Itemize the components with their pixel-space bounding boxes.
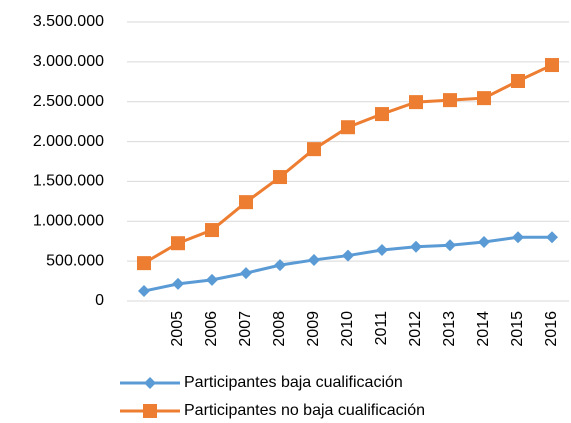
y-tick-label: 2.000.000: [33, 133, 104, 150]
y-tick-label: 500.000: [46, 252, 104, 269]
point-marker: [341, 120, 355, 135]
legend-label: Participantes baja cualificación: [184, 374, 403, 391]
point-marker: [239, 195, 253, 210]
point-marker: [273, 170, 287, 185]
point-marker: [512, 231, 524, 244]
point-marker: [342, 249, 354, 262]
legend-marker: [143, 404, 157, 418]
y-tick-label: 2.500.000: [33, 93, 104, 110]
point-marker: [240, 267, 252, 280]
x-tick-label: 2007: [237, 311, 254, 347]
point-marker: [308, 253, 320, 266]
point-marker: [206, 273, 218, 286]
point-marker: [274, 259, 286, 272]
y-tick-label: 3.500.000: [33, 13, 104, 30]
x-tick-label: 2009: [305, 311, 322, 347]
x-tick-label: 2005: [169, 311, 186, 347]
legend-entry: Participantes baja cualificación: [120, 374, 403, 391]
x-tick-label: 2008: [271, 311, 288, 347]
x-tick-label: 2013: [441, 311, 458, 347]
legend-marker: [144, 377, 156, 389]
point-marker: [205, 223, 219, 238]
legend-entry: Participantes no baja cualificación: [120, 402, 425, 419]
point-marker: [409, 95, 423, 110]
x-tick-label: 2012: [407, 311, 424, 347]
x-tick-label: 2010: [339, 311, 356, 347]
x-tick-label: 2011: [373, 311, 390, 346]
point-marker: [137, 256, 151, 271]
y-tick-label: 3.000.000: [33, 53, 104, 70]
point-marker: [138, 285, 150, 298]
y-tick-label: 1.000.000: [33, 213, 104, 230]
y-tick-label: 0: [95, 292, 104, 309]
point-marker: [410, 240, 422, 253]
point-marker: [444, 239, 456, 252]
series-line: [143, 235, 552, 293]
point-marker: [546, 231, 558, 244]
point-marker: [478, 236, 490, 249]
legend-label: Participantes no baja cualificación: [184, 402, 425, 419]
point-marker: [172, 277, 184, 290]
point-marker: [511, 73, 525, 88]
point-marker: [375, 107, 389, 122]
y-tick-label: 1.500.000: [33, 173, 104, 190]
x-tick-label: 2006: [203, 311, 220, 347]
point-marker: [171, 236, 185, 251]
point-marker: [545, 58, 559, 73]
x-tick-label: 2016: [543, 311, 560, 347]
point-marker: [443, 93, 457, 108]
point-marker: [307, 142, 321, 157]
point-marker: [376, 243, 388, 256]
x-tick-label: 2014: [475, 311, 492, 347]
x-tick-label: 2015: [509, 311, 526, 347]
point-marker: [477, 91, 491, 106]
